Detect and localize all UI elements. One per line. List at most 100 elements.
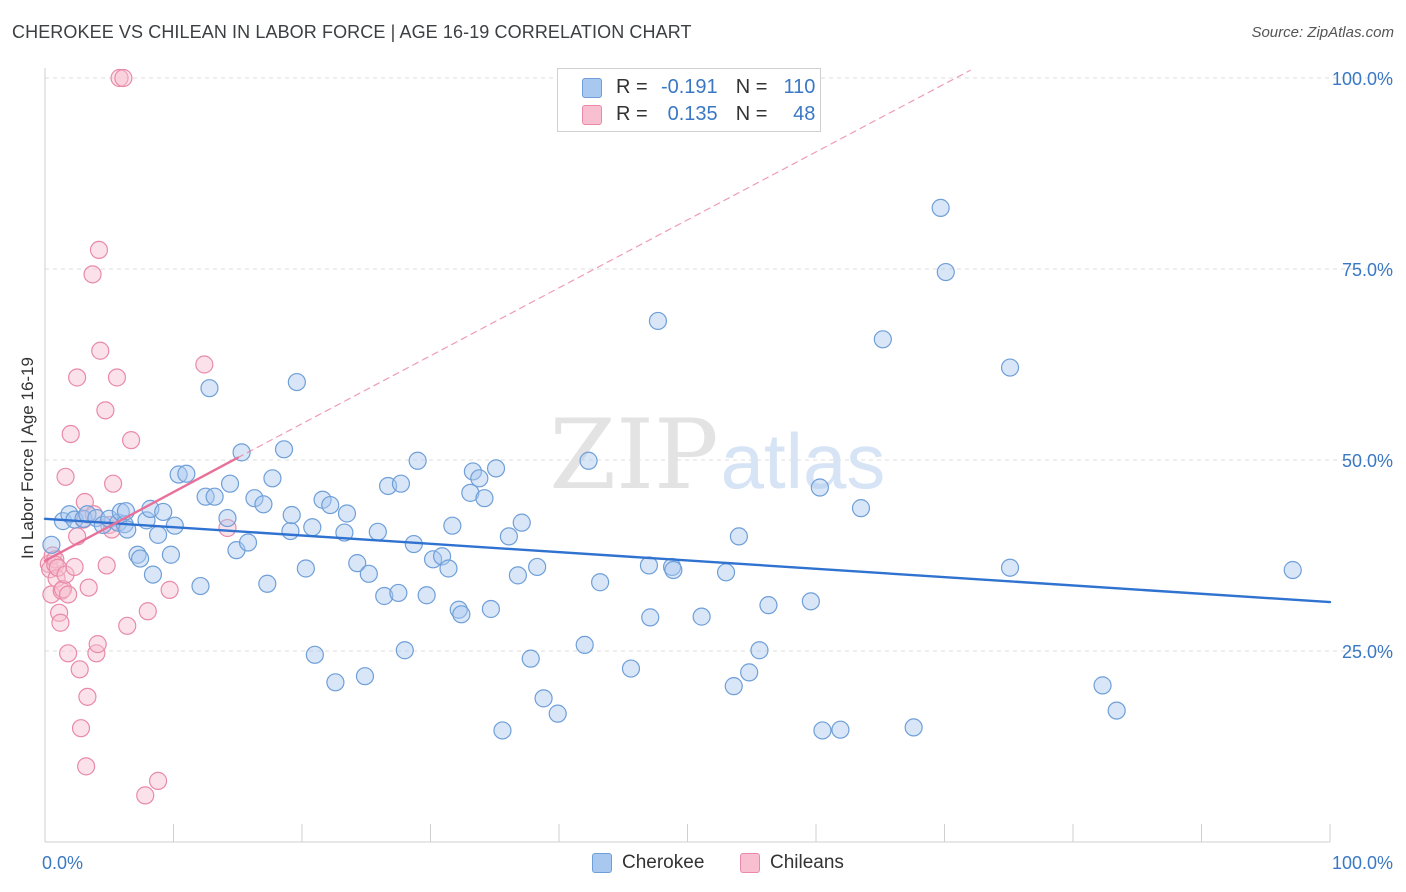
chileans-swatch (740, 853, 760, 873)
cherokee-point (481, 599, 500, 619)
cherokee-point (873, 330, 892, 349)
cherokee-point (326, 673, 345, 692)
cherokee-trendline (43, 517, 1332, 604)
cherokee-point (493, 721, 512, 740)
cherokee-point (801, 592, 820, 611)
chileans-point (97, 556, 116, 575)
chileans-point (56, 467, 75, 486)
cherokee-point (263, 469, 282, 488)
y-tick-label: 100.0% (1332, 69, 1393, 89)
cherokee-point (238, 533, 258, 552)
cherokee-point (936, 262, 955, 282)
cherokee-point (60, 505, 79, 524)
legend-item-cherokee[interactable]: Cherokee (592, 852, 704, 874)
legend-item-chileans[interactable]: Chileans (740, 852, 844, 874)
cherokee-swatch (592, 853, 612, 873)
cherokee-point (579, 451, 598, 470)
x-tick-label-min: 0.0% (42, 853, 83, 873)
cherokee-point (470, 469, 489, 488)
chileans-point (70, 660, 89, 679)
cherokee-point (750, 641, 769, 660)
legend-row-chileans: R = 0.135 N = 48 (582, 103, 815, 126)
chileans-point (114, 68, 133, 88)
cherokee-point (534, 689, 553, 708)
grid (45, 77, 1392, 652)
cherokee-point (169, 465, 188, 484)
cherokee-point (1000, 358, 1020, 377)
cherokee-point (177, 464, 196, 483)
cherokee-point (931, 198, 950, 217)
watermark-zip: ZIP (549, 399, 718, 511)
cherokee-point (740, 663, 759, 682)
trendlines (43, 69, 1332, 604)
chileans-point (218, 518, 237, 538)
cherokee-point (355, 667, 375, 686)
n-label: N = (735, 103, 768, 125)
cherokee-point (508, 566, 527, 585)
chileans-point (51, 613, 70, 632)
cherokee-point (282, 505, 301, 525)
cherokee-point (831, 720, 850, 739)
chileans-point (89, 240, 109, 259)
chileans-point (104, 474, 123, 493)
cherokee-point (258, 574, 277, 593)
cherokee-point (245, 489, 264, 508)
cherokee-point (296, 559, 315, 578)
chileans-point (138, 602, 157, 621)
cherokee-point (461, 483, 480, 502)
source-label: Source: ZipAtlas.com (1251, 24, 1394, 41)
cherokee-point (281, 521, 300, 541)
cherokee-point (439, 559, 458, 578)
cherokee-point (287, 372, 306, 392)
x-tick-label-max: 100.0% (1332, 853, 1393, 873)
n-value: 110 (783, 76, 816, 98)
cherokee-point (528, 557, 547, 577)
cherokee-point (724, 677, 743, 696)
chileans-point (118, 616, 137, 635)
n-label: N = (735, 76, 768, 98)
watermark-atlas: atlas (721, 417, 886, 505)
cherokee-point (692, 607, 711, 626)
cherokee-point (348, 554, 367, 573)
cherokee-point (368, 522, 387, 541)
cherokee-point (130, 549, 150, 568)
chileans-point (110, 68, 129, 88)
cherokee-point (321, 495, 340, 515)
chileans-point (79, 578, 98, 597)
cherokee-point (548, 704, 567, 723)
cherokee-point (305, 645, 324, 664)
correlation-legend: R = -0.191 N = 110 R = 0.135 N = 48 (557, 68, 821, 132)
chileans-point (65, 557, 84, 577)
chileans-point (148, 771, 168, 790)
cherokee-point (813, 721, 832, 740)
chileans-point (61, 424, 80, 444)
chileans-point (59, 585, 78, 604)
cherokee-point (591, 573, 610, 592)
watermark: ZIP atlas (549, 399, 885, 511)
cherokee-point (254, 495, 273, 514)
chileans-point (160, 580, 179, 599)
cherokee-points (42, 198, 1302, 740)
cherokee-point (1107, 701, 1126, 720)
chileans-point (195, 355, 214, 374)
chileans-point (88, 635, 107, 654)
axes (44, 68, 1331, 843)
chileans-point (53, 580, 73, 599)
cherokee-point (200, 379, 219, 398)
chileans-points (39, 68, 237, 805)
cherokee-swatch (582, 77, 602, 98)
chileans-point (91, 341, 110, 360)
cherokee-point (42, 535, 61, 554)
cherokee-point (220, 474, 240, 493)
cherokee-point (716, 563, 736, 582)
cherokee-point (463, 462, 483, 481)
cherokee-point (1093, 676, 1112, 695)
chileans-point (59, 644, 78, 663)
chileans-point (68, 368, 87, 387)
chileans-label: Chileans (770, 852, 844, 873)
legend-row-cherokee: R = -0.191 N = 110 (582, 76, 815, 99)
chileans-point (96, 401, 115, 420)
cherokee-point (154, 502, 173, 522)
cherokee-point (851, 499, 871, 518)
